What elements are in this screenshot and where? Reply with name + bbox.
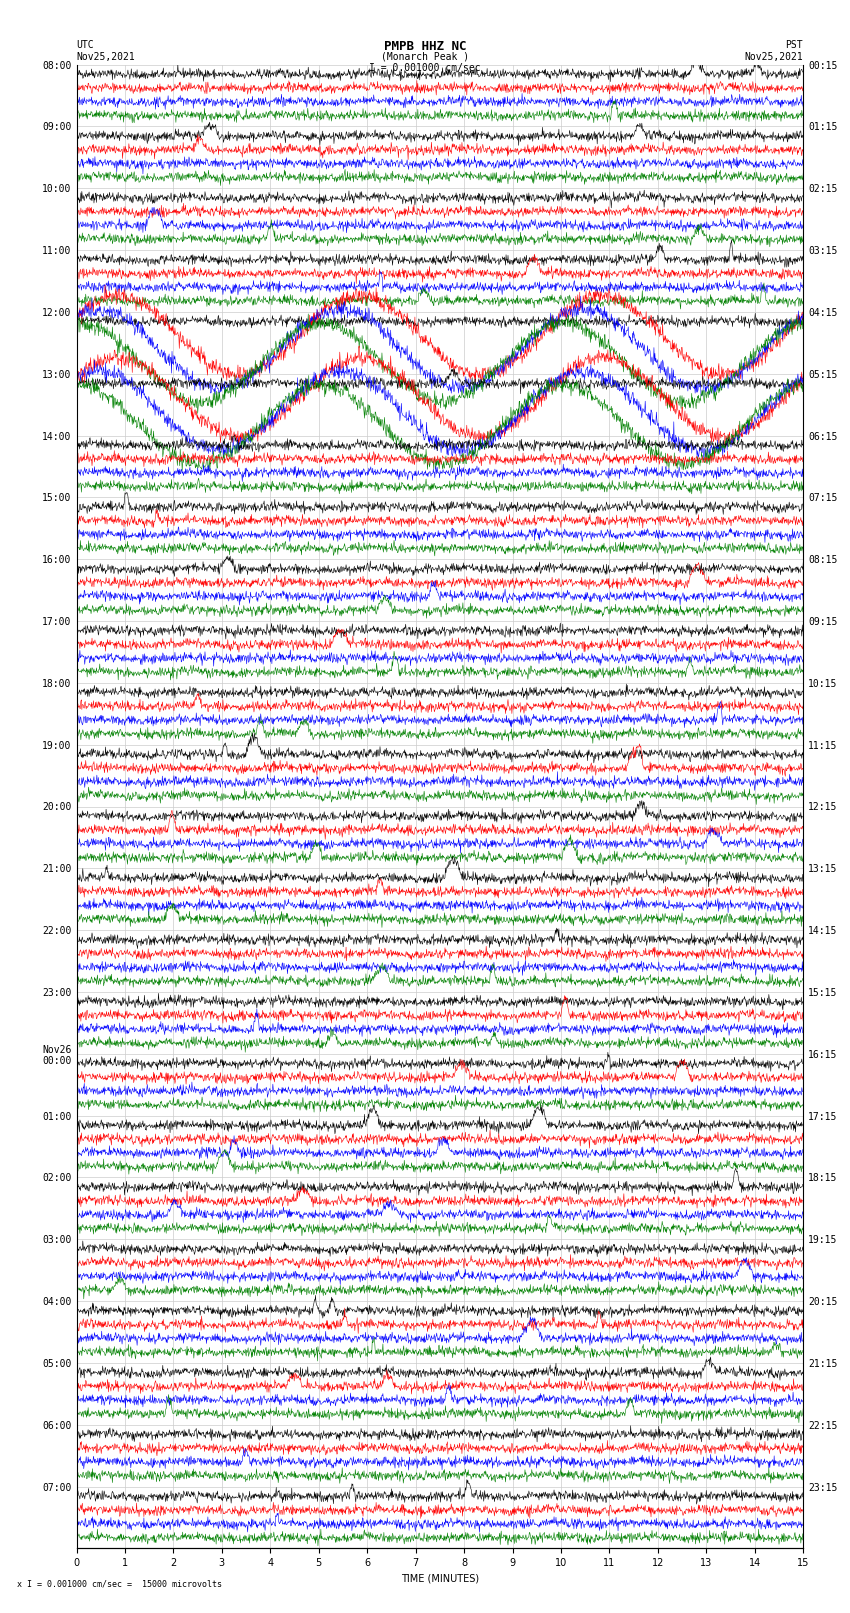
Text: I = 0.001000 cm/sec: I = 0.001000 cm/sec <box>369 63 481 73</box>
Text: x I = 0.001000 cm/sec =  15000 microvolts: x I = 0.001000 cm/sec = 15000 microvolts <box>17 1579 222 1589</box>
Text: PMPB HHZ NC: PMPB HHZ NC <box>383 40 467 53</box>
Text: PST
Nov25,2021: PST Nov25,2021 <box>745 40 803 61</box>
Text: UTC
Nov25,2021: UTC Nov25,2021 <box>76 40 135 61</box>
Text: (Monarch Peak ): (Monarch Peak ) <box>381 52 469 61</box>
X-axis label: TIME (MINUTES): TIME (MINUTES) <box>401 1574 479 1584</box>
